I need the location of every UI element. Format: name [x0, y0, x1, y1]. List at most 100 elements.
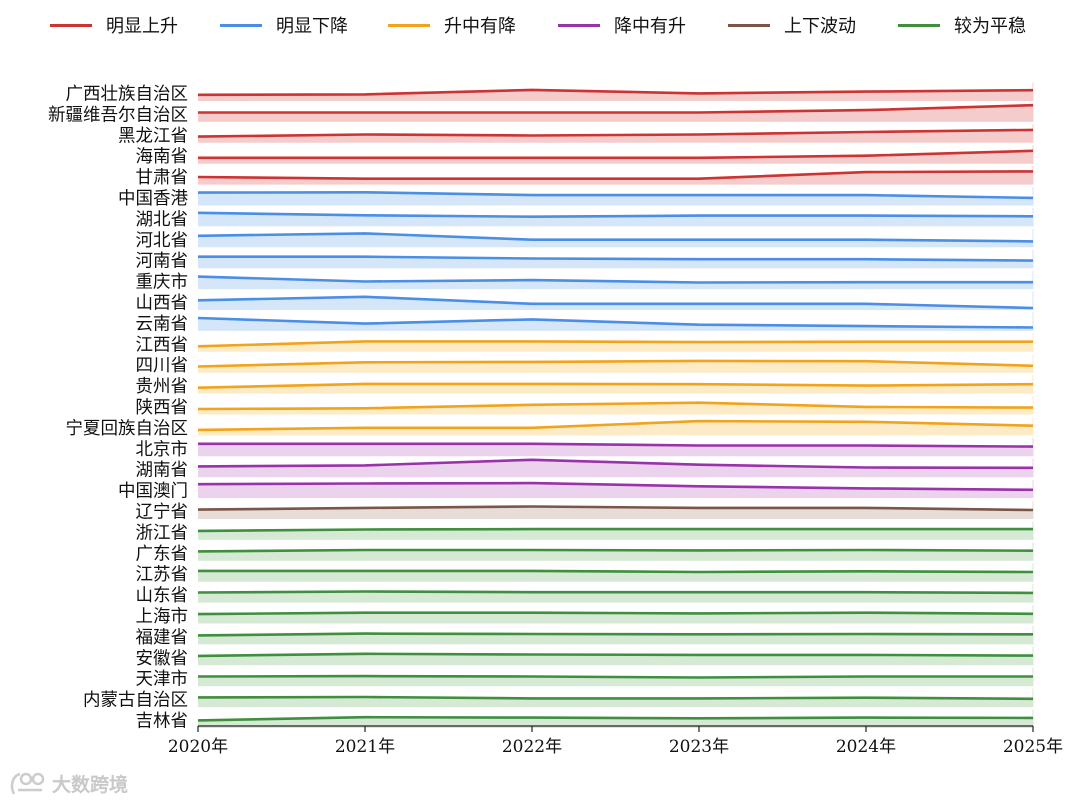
series-area: [198, 483, 1033, 499]
series-line: [198, 149, 1034, 160]
legend-swatch: [898, 23, 940, 27]
series-label: 湖南省: [136, 461, 189, 481]
legend-item: 明显上升: [50, 8, 178, 42]
series-label: 广东省: [136, 544, 189, 564]
series-label: 湖北省: [136, 210, 189, 230]
series-area: [198, 591, 1033, 603]
legend-swatch: [558, 23, 600, 27]
series-label: 吉林省: [136, 711, 189, 731]
x-tick-label: 2022年: [502, 737, 562, 757]
series-line: [198, 569, 1034, 574]
series-line: [198, 255, 1034, 262]
series-area: [198, 296, 1033, 310]
series-line: [197, 316, 1034, 329]
series-line: [197, 505, 1034, 512]
legend-item: 降中有升: [558, 8, 686, 42]
series-label: 贵州省: [136, 377, 189, 397]
series-line: [197, 295, 1034, 310]
legend-item: 上下波动: [728, 8, 856, 42]
series-label: 天津市: [136, 670, 189, 690]
series-line: [197, 715, 1034, 722]
series-label: 上海市: [136, 607, 189, 627]
series-area: [198, 360, 1033, 373]
series-line: [197, 128, 1034, 138]
legend-swatch: [388, 23, 430, 27]
series-line: [197, 548, 1034, 553]
series-area: [198, 570, 1033, 582]
series-line: [198, 442, 1034, 448]
x-tick-label: 2021年: [335, 737, 395, 757]
watermark-text: 大数跨境: [52, 773, 129, 796]
series-area: [198, 717, 1033, 728]
series-area: [198, 341, 1033, 352]
series-label: 河北省: [136, 231, 189, 251]
x-tick-label: 2024年: [836, 737, 896, 757]
legend-label: 明显下降: [276, 16, 348, 37]
series-label: 北京市: [136, 440, 189, 460]
legend-label: 降中有升: [614, 16, 686, 37]
series-label: 陕西省: [136, 398, 189, 418]
legend-swatch: [220, 23, 262, 27]
series-line: [197, 275, 1033, 284]
series-line: [197, 419, 1034, 432]
series-area: [198, 653, 1033, 666]
series-area: [198, 697, 1033, 708]
series-label: 辽宁省: [136, 502, 189, 522]
series-label: 广西壮族自治区: [66, 84, 189, 104]
series-area: [198, 506, 1033, 519]
series-area: [198, 612, 1033, 624]
series-line: [197, 232, 1034, 243]
series-line: [197, 211, 1034, 218]
series-label: 江苏省: [136, 565, 189, 585]
watermark: 大数跨境: [8, 768, 128, 798]
series-label: 福建省: [136, 628, 189, 648]
legend-label: 明显上升: [106, 16, 178, 37]
series-line: [197, 458, 1034, 470]
series-line: [197, 170, 1034, 180]
legend-swatch: [50, 23, 92, 27]
series-line: [197, 382, 1034, 389]
legend: 明显上升 明显下降 升中有降 降中有升 上下波动 较为平稳: [0, 8, 1080, 42]
series-area: [198, 318, 1033, 331]
series-label: 中国香港: [118, 189, 188, 209]
legend-label: 上下波动: [784, 16, 856, 37]
series-label: 新疆维吾尔自治区: [48, 105, 188, 125]
series-label: 黑龙江省: [118, 126, 188, 146]
series-line: [197, 611, 1034, 616]
series-line: [197, 674, 1033, 679]
x-tick-label: 2023年: [669, 737, 729, 757]
legend-item: 明显下降: [220, 8, 348, 42]
series-label: 海南省: [136, 147, 189, 167]
series-label: 云南省: [136, 314, 189, 334]
series-label: 甘肃省: [136, 168, 189, 188]
series-label: 宁夏回族自治区: [66, 419, 189, 439]
x-tick-label: 2020年: [168, 737, 228, 757]
legend-label: 较为平稳: [954, 16, 1026, 37]
legend-swatch: [728, 23, 770, 27]
series-line: [197, 340, 1033, 348]
legend-item: 较为平稳: [898, 8, 1026, 42]
series-label: 浙江省: [136, 523, 189, 543]
x-tick-label: 2025年: [1003, 737, 1063, 757]
series-label: 四川省: [136, 356, 189, 376]
series-line: [197, 632, 1034, 637]
series-line: [197, 695, 1034, 701]
series-area: [198, 633, 1033, 645]
series-label: 山西省: [136, 293, 189, 313]
series-label: 重庆市: [136, 273, 189, 293]
series-line: [197, 481, 1034, 492]
series-area: [198, 443, 1033, 457]
series-area: [198, 550, 1033, 561]
series-label: 江西省: [136, 335, 189, 355]
series-line: [198, 103, 1034, 114]
series-area: [198, 150, 1033, 164]
series-line: [197, 401, 1034, 411]
series-area: [198, 529, 1033, 540]
series-label: 内蒙古自治区: [83, 691, 188, 711]
series-label: 河南省: [136, 252, 189, 272]
legend-label: 升中有降: [444, 16, 516, 37]
series-label: 中国澳门: [118, 482, 188, 502]
brand-logo-icon: [10, 772, 45, 795]
series-area: [198, 402, 1033, 415]
